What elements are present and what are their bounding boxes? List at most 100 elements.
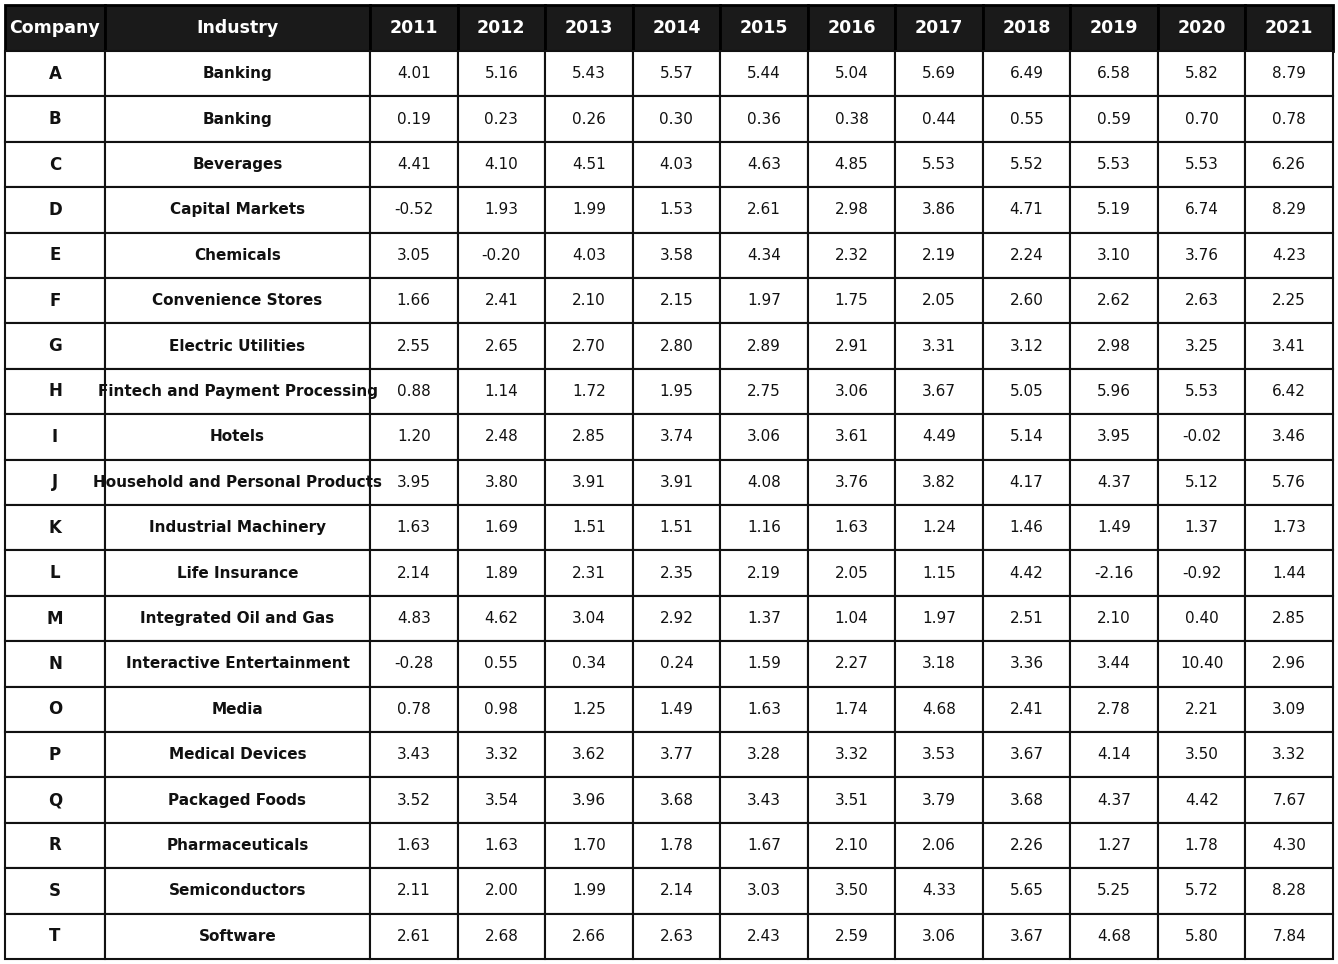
Text: 4.23: 4.23 xyxy=(1272,248,1306,263)
Text: T: T xyxy=(50,927,60,946)
Text: O: O xyxy=(48,700,62,718)
Bar xyxy=(5,142,104,187)
Text: -0.92: -0.92 xyxy=(1181,566,1222,580)
Bar xyxy=(895,914,983,959)
Bar xyxy=(633,369,720,415)
Bar xyxy=(1157,550,1246,596)
Bar xyxy=(983,823,1070,869)
Text: 1.73: 1.73 xyxy=(1272,521,1306,535)
Bar xyxy=(1246,96,1333,142)
Bar xyxy=(371,732,458,777)
Text: 0.44: 0.44 xyxy=(922,112,955,126)
Text: 4.08: 4.08 xyxy=(747,475,781,490)
Text: 8.28: 8.28 xyxy=(1272,883,1306,898)
Bar xyxy=(545,323,633,369)
Bar xyxy=(458,5,545,51)
Bar xyxy=(458,505,545,550)
Bar xyxy=(1070,914,1157,959)
Bar xyxy=(808,914,895,959)
Text: 4.63: 4.63 xyxy=(747,157,781,172)
Text: 1.95: 1.95 xyxy=(660,384,693,399)
Text: Convenience Stores: Convenience Stores xyxy=(153,293,322,308)
Bar xyxy=(895,732,983,777)
Bar xyxy=(983,550,1070,596)
Text: 2018: 2018 xyxy=(1002,19,1050,37)
Text: 5.57: 5.57 xyxy=(660,67,693,81)
Text: -0.20: -0.20 xyxy=(482,248,520,263)
Text: 1.15: 1.15 xyxy=(922,566,955,580)
Text: 5.05: 5.05 xyxy=(1010,384,1044,399)
Text: Banking: Banking xyxy=(202,67,273,81)
Bar xyxy=(1157,914,1246,959)
Bar xyxy=(545,777,633,823)
Text: 3.95: 3.95 xyxy=(397,475,431,490)
Text: 1.16: 1.16 xyxy=(747,521,781,535)
Bar xyxy=(104,777,371,823)
Bar xyxy=(1157,823,1246,869)
Text: 2.25: 2.25 xyxy=(1272,293,1306,308)
Bar xyxy=(1246,505,1333,550)
Text: 1.59: 1.59 xyxy=(747,656,781,671)
Bar xyxy=(633,187,720,232)
Text: 2.41: 2.41 xyxy=(1010,702,1044,717)
Bar xyxy=(458,369,545,415)
Text: 6.42: 6.42 xyxy=(1272,384,1306,399)
Bar xyxy=(104,914,371,959)
Text: 2.43: 2.43 xyxy=(747,928,781,944)
Bar xyxy=(5,323,104,369)
Text: 2.68: 2.68 xyxy=(484,928,518,944)
Bar xyxy=(983,278,1070,323)
Text: 1.04: 1.04 xyxy=(835,611,868,626)
Bar xyxy=(895,369,983,415)
Bar xyxy=(5,777,104,823)
Text: 1.78: 1.78 xyxy=(1185,838,1219,853)
Bar xyxy=(633,823,720,869)
Text: 1.89: 1.89 xyxy=(484,566,518,580)
Bar xyxy=(104,505,371,550)
Bar xyxy=(545,278,633,323)
Bar xyxy=(1070,732,1157,777)
Bar xyxy=(983,732,1070,777)
Bar xyxy=(1157,5,1246,51)
Bar xyxy=(895,323,983,369)
Text: 4.03: 4.03 xyxy=(660,157,693,172)
Bar xyxy=(808,550,895,596)
Text: P: P xyxy=(50,746,62,763)
Bar xyxy=(1157,323,1246,369)
Text: 0.70: 0.70 xyxy=(1185,112,1219,126)
Text: 1.63: 1.63 xyxy=(835,521,868,535)
Bar xyxy=(5,823,104,869)
Bar xyxy=(371,914,458,959)
Text: 1.25: 1.25 xyxy=(571,702,606,717)
Bar xyxy=(5,505,104,550)
Text: 1.51: 1.51 xyxy=(660,521,693,535)
Text: G: G xyxy=(48,337,62,355)
Text: Medical Devices: Medical Devices xyxy=(169,747,306,763)
Text: 5.76: 5.76 xyxy=(1272,475,1306,490)
Text: 4.51: 4.51 xyxy=(571,157,606,172)
Text: 0.24: 0.24 xyxy=(660,656,693,671)
Bar xyxy=(545,415,633,460)
Text: 3.77: 3.77 xyxy=(660,747,693,763)
Bar xyxy=(5,641,104,686)
Text: 2.11: 2.11 xyxy=(397,883,431,898)
Text: -0.52: -0.52 xyxy=(395,202,434,218)
Bar xyxy=(458,323,545,369)
Text: 2.24: 2.24 xyxy=(1010,248,1044,263)
Text: 1.97: 1.97 xyxy=(922,611,955,626)
Text: 7.84: 7.84 xyxy=(1272,928,1306,944)
Text: Life Insurance: Life Insurance xyxy=(177,566,298,580)
Text: 4.37: 4.37 xyxy=(1097,792,1131,808)
Bar xyxy=(458,550,545,596)
Bar xyxy=(720,732,808,777)
Text: 1.53: 1.53 xyxy=(660,202,693,218)
Text: 3.04: 3.04 xyxy=(571,611,606,626)
Text: 2.32: 2.32 xyxy=(835,248,868,263)
Bar xyxy=(458,823,545,869)
Bar xyxy=(983,323,1070,369)
Bar xyxy=(104,641,371,686)
Bar xyxy=(371,415,458,460)
Bar xyxy=(1246,232,1333,278)
Bar xyxy=(895,777,983,823)
Text: 3.46: 3.46 xyxy=(1272,429,1306,444)
